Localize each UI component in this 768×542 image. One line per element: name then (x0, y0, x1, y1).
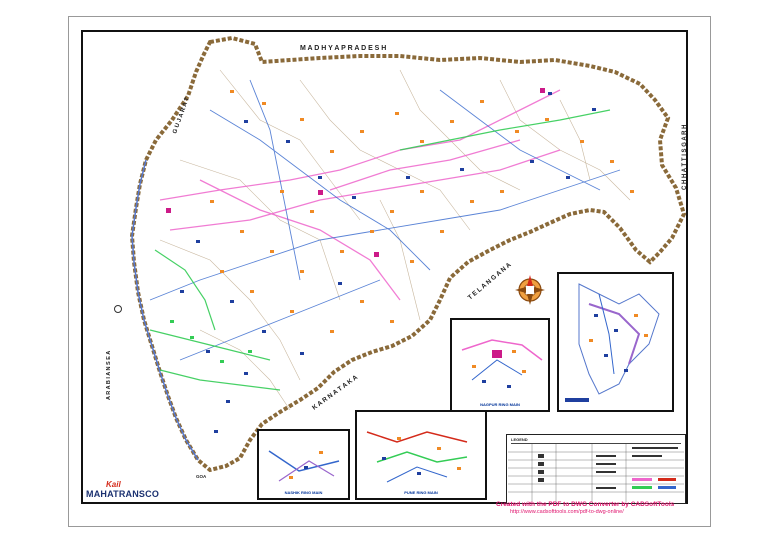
pune-inset-title: PUNE RING MAIN (404, 490, 438, 495)
nashik-inset-map (268, 450, 340, 482)
label-goa: GOA (196, 474, 207, 479)
watermark-url[interactable]: http://www.cadsofttools.com/pdf-to-dwg-o… (510, 509, 624, 515)
label-telangana: T E L A N G A N A (467, 261, 513, 301)
pune-inset-map (366, 431, 468, 483)
pune-ring-main-inset: PUNE RING MAIN (355, 410, 487, 500)
transmission-lines-blue (149, 79, 621, 361)
substations-green (170, 320, 252, 363)
watermark-text: Created with the PDF to DWG Converter by… (496, 501, 675, 508)
mumbai-inset-map (565, 283, 660, 402)
label-madhya-pradesh: M A D H Y A P R A D E S H (300, 45, 386, 52)
transmission-lines-pink (159, 89, 561, 301)
map-frame (81, 30, 688, 504)
legend-title: LEGEND (511, 437, 681, 444)
label-chhattisgarh: C H H A T T I S G A R H (682, 125, 688, 190)
nashik-inset-title: NASHIK RING MAIN (284, 490, 323, 495)
compass-icon (515, 275, 545, 305)
legend-box: LEGEND (506, 434, 686, 504)
nagpur-inset-map (461, 339, 543, 388)
nagpur-inset-title: NAGPUR RING MAIN (480, 402, 520, 407)
nagpur-ring-main-inset: NAGPUR RING MAIN (450, 318, 550, 412)
coastline (131, 159, 199, 461)
substations-blue (180, 92, 596, 433)
transmission-lines-green (149, 109, 611, 391)
legend-table (508, 444, 684, 502)
power-stations (166, 88, 545, 257)
logo-mark: Kail (106, 480, 121, 489)
nashik-ring-main-inset: NASHIK RING MAIN (257, 429, 350, 500)
label-arabian-sea: A R A B I A N S E A (106, 351, 112, 400)
coast-marker-icon (114, 305, 122, 313)
mahatransco-logo: Kail MAHATRANSCO (86, 480, 178, 502)
logo-name: MAHATRANSCO (86, 489, 160, 499)
mumbai-inset (557, 272, 674, 412)
substations-orange (210, 90, 634, 333)
